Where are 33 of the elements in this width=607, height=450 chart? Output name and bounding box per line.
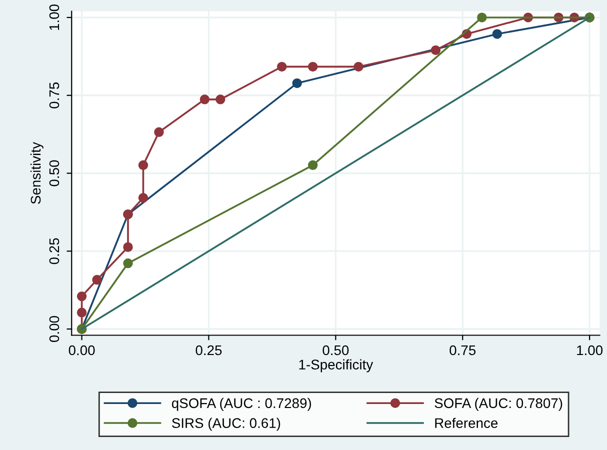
point [138,160,148,170]
point [92,274,102,285]
y-tick-label: 1.00 [49,4,60,30]
point [430,45,441,56]
x-tick-label: 0.75 [450,345,476,356]
point [76,291,87,302]
point [477,12,487,22]
y-tick-label: 0.50 [49,160,60,186]
point [123,258,133,268]
point [308,160,318,170]
legend-label: SOFA (AUC: 0.7807) [434,398,562,411]
y-axis-title: Sensitivity [30,142,44,204]
point [354,62,364,72]
point [216,94,226,104]
x-tick-label: 0.00 [68,345,95,356]
point [76,308,87,318]
point [154,127,164,137]
y-tick-label: 0.25 [49,238,60,264]
x-tick-label: 0.50 [322,345,349,356]
point [138,193,148,203]
point [123,242,133,252]
legend-label: qSOFA (AUC : 0.7289) [172,398,312,411]
legend-label: Reference [435,418,498,428]
point [492,29,502,39]
y-tick-label: 0.75 [49,82,60,108]
legend-label: SIRS (AUC: 0.61) [172,418,280,431]
x-axis-title: 1-Specificity [299,359,374,372]
point [200,94,210,104]
point [276,62,287,72]
point [292,78,302,88]
x-tick-label: 1.00 [577,345,603,356]
point [308,62,318,72]
x-tick-label: 0.25 [196,345,222,356]
